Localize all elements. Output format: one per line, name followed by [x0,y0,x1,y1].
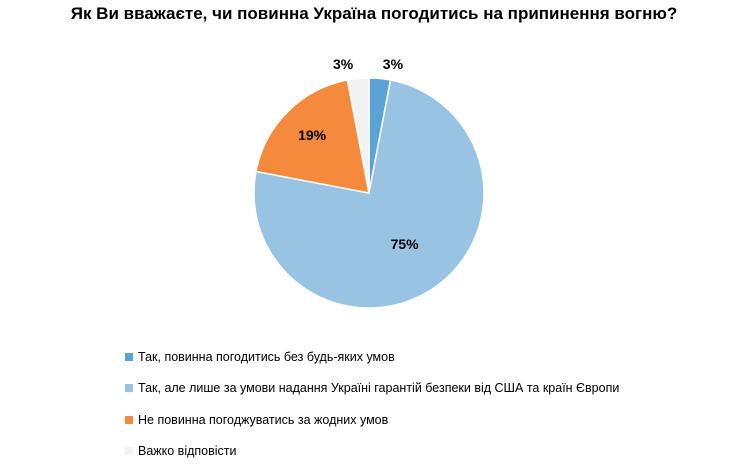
legend-swatch [125,384,133,392]
legend-label: Не повинна погоджуватись за жодних умов [138,413,388,427]
data-label-should-not-agree: 19% [298,127,327,143]
data-label-unconditional: 3% [383,56,404,72]
legend-item-with-guarantees: Так, але лише за умови надання Україні г… [125,373,619,405]
data-label-hard-to-say: 3% [333,56,354,72]
legend-label: Важко відповісти [138,444,237,458]
legend-swatch [125,353,133,361]
legend-item-should-not-agree: Не повинна погоджуватись за жодних умов [125,404,619,436]
legend-swatch [125,447,133,455]
legend-item-unconditional: Так, повинна погодитись без будь-яких ум… [125,341,619,373]
legend-swatch [125,416,133,424]
legend: Так, повинна погодитись без будь-яких ум… [125,341,619,467]
data-label-with-guarantees: 75% [391,236,420,252]
legend-item-hard-to-say: Важко відповісти [125,436,619,467]
legend-label: Так, повинна погодитись без будь-яких ум… [138,350,395,364]
legend-label: Так, але лише за умови надання Україні г… [138,381,619,395]
